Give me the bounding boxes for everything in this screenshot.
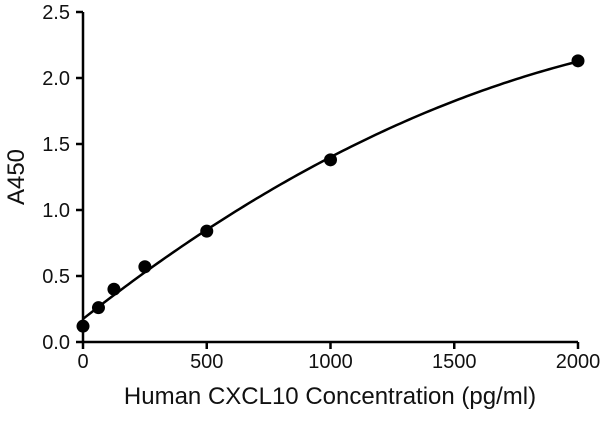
y-tick-label: 0.5 [42,266,70,288]
x-tick-label: 1500 [432,351,477,373]
y-tick-label: 1.0 [42,200,70,222]
data-point [107,282,121,296]
fit-curve [82,60,579,320]
data-points [76,54,585,333]
y-tick-label: 2.0 [42,68,70,90]
x-tick-label: 2000 [556,351,601,373]
data-point [138,260,152,274]
y-axis-title: A450 [3,149,30,205]
y-tick-label: 0.0 [42,332,70,354]
data-point [76,319,90,333]
data-point [200,224,214,238]
x-tick-label: 500 [190,351,223,373]
axes [81,12,578,344]
x-ticks: 0 500 1000 1500 2000 [77,342,600,373]
y-tick-label: 2.5 [42,2,70,24]
data-point [91,301,105,315]
y-tick-label: 1.5 [42,134,70,156]
x-tick-label: 1000 [308,351,353,373]
x-axis-title: Human CXCL10 Concentration (pg/ml) [124,383,536,410]
y-ticks: 0.0 0.5 1.0 1.5 2.0 2.5 [42,2,83,354]
data-point [324,153,337,167]
data-point [571,54,585,68]
x-tick-label: 0 [77,351,88,373]
